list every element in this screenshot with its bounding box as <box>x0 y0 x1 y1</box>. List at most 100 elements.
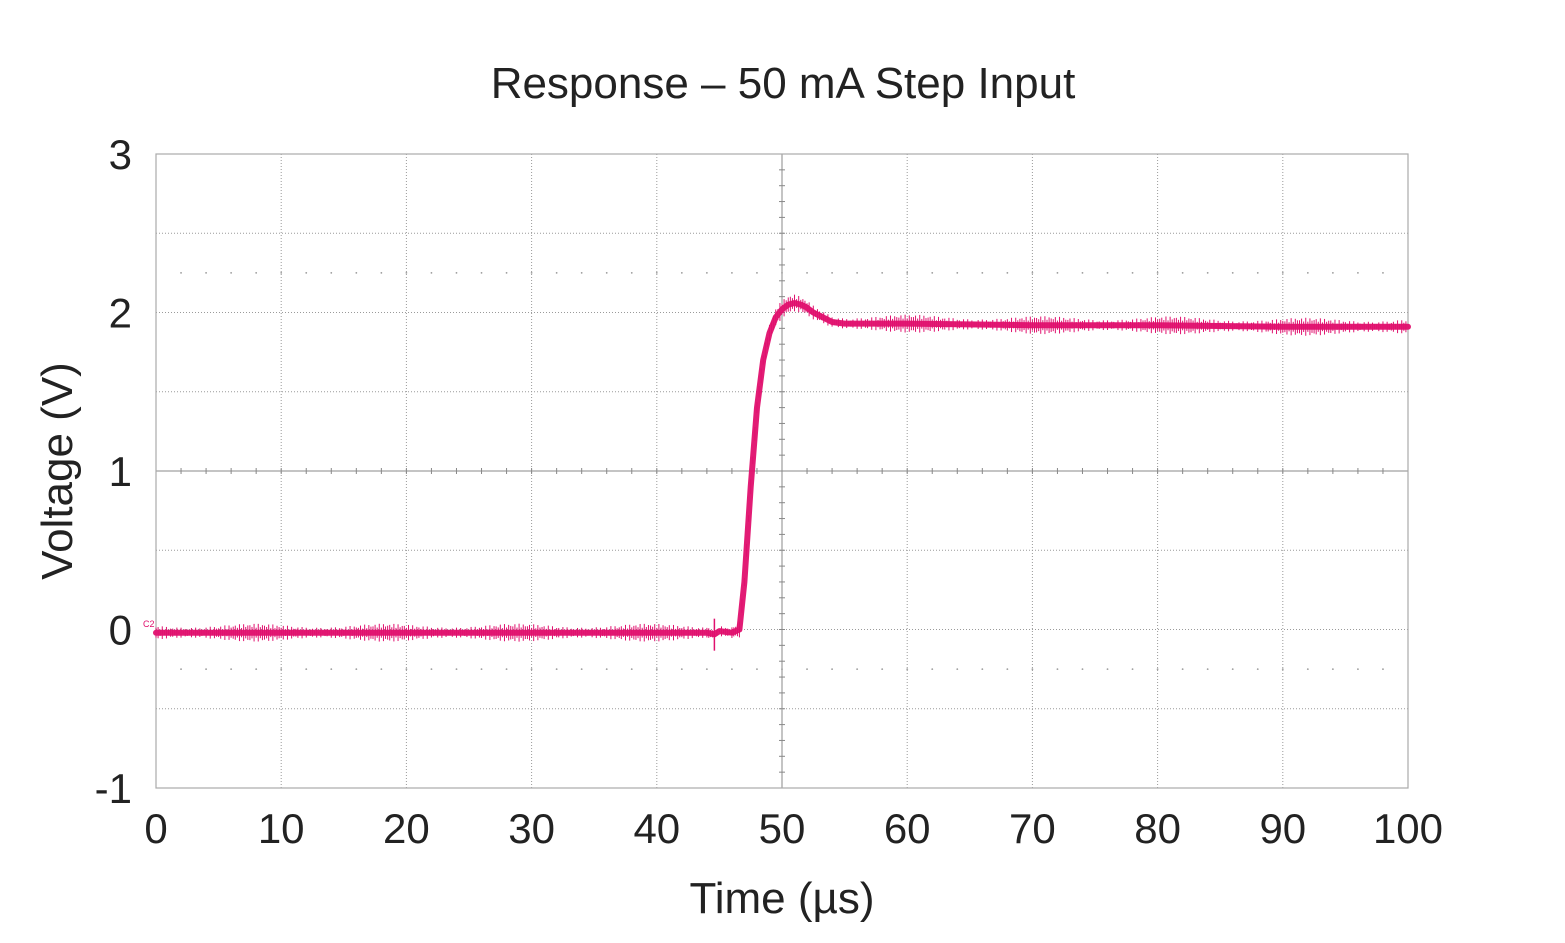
x-tick-label: 80 <box>1134 805 1181 852</box>
grid-dot <box>1156 271 1159 274</box>
grid-dot <box>455 271 458 274</box>
grid-dot <box>505 271 508 274</box>
grid-dot <box>1256 668 1259 671</box>
grid-dot <box>380 668 383 671</box>
x-tick-label: 60 <box>884 805 931 852</box>
x-tick-label: 100 <box>1373 805 1443 852</box>
grid-dot <box>180 271 182 274</box>
grid-dot <box>455 668 458 671</box>
grid-dot <box>881 668 884 671</box>
x-tick-label: 30 <box>508 805 555 852</box>
grid-dot <box>731 271 733 274</box>
x-tick-label: 0 <box>144 805 167 852</box>
grid-dot <box>580 271 583 274</box>
grid-dot <box>430 668 433 671</box>
grid-dot <box>330 271 333 274</box>
grid-dot <box>1206 668 1209 671</box>
grid-dot <box>806 668 808 671</box>
grid <box>156 154 1408 788</box>
y-tick-label: 3 <box>109 131 132 178</box>
grid-dot <box>555 668 558 671</box>
grid-dot <box>1081 668 1084 671</box>
grid-dot <box>906 271 909 274</box>
minor-ticks <box>155 153 1409 789</box>
chart-title: Response – 50 mA Step Input <box>491 59 1076 108</box>
grid-dot <box>355 668 358 671</box>
grid-dot <box>756 271 758 274</box>
grid-dot <box>1331 668 1334 671</box>
grid-dot <box>831 668 833 671</box>
grid-dot <box>1357 271 1359 274</box>
grid-dot <box>1131 668 1134 671</box>
plot-frame <box>155 153 1409 789</box>
x-tick-label: 70 <box>1009 805 1056 852</box>
grid-dot <box>230 271 233 274</box>
grid-dot <box>255 668 258 671</box>
grid-dot <box>1031 668 1034 671</box>
x-tick-label: 50 <box>759 805 806 852</box>
grid-dot <box>705 271 708 274</box>
grid-dot <box>305 668 308 671</box>
trace-layer <box>153 294 1411 651</box>
grid-dot <box>680 271 683 274</box>
grid-dot <box>280 668 283 671</box>
grid-dot <box>630 271 633 274</box>
x-tick-label: 10 <box>258 805 305 852</box>
grid-dot <box>1106 271 1109 274</box>
x-tick-label: 20 <box>383 805 430 852</box>
grid-dot <box>305 271 308 274</box>
grid-dot <box>530 271 533 274</box>
grid-dot <box>1306 668 1309 671</box>
grid-dot <box>781 668 783 671</box>
grid-dot <box>605 271 608 274</box>
grid-dot <box>205 668 207 671</box>
grid-dot <box>1231 271 1234 274</box>
x-tick-label: 40 <box>633 805 680 852</box>
grid-dot <box>480 271 483 274</box>
grid-dot <box>731 668 733 671</box>
grid-dot <box>705 668 708 671</box>
x-tick-labels: 0 10 20 30 40 50 60 70 80 90 100 <box>144 805 1443 852</box>
grid-dot <box>1281 271 1284 274</box>
grid-dot <box>1006 271 1009 274</box>
grid-dot <box>906 668 909 671</box>
grid-dot <box>856 271 859 274</box>
x-axis-label: Time (µs) <box>689 874 874 923</box>
grid-dot <box>655 271 658 274</box>
grid-dot <box>255 271 258 274</box>
grid-dot <box>981 271 984 274</box>
grid-dot <box>1156 668 1159 671</box>
grid-dot <box>756 668 758 671</box>
grid-dot <box>831 271 833 274</box>
grid-dot <box>330 668 333 671</box>
y-tick-label: 1 <box>109 448 132 495</box>
grid-dot <box>405 668 408 671</box>
grid-dot <box>1231 668 1234 671</box>
grid-dot <box>931 271 934 274</box>
channel-marker: C2 <box>143 619 155 629</box>
grid-dot <box>180 668 182 671</box>
grid-dot <box>605 668 608 671</box>
grid-dot <box>1382 271 1384 274</box>
grid-dot <box>1181 668 1184 671</box>
grid-dot <box>806 271 808 274</box>
grid-dot <box>580 668 583 671</box>
x-tick-label: 90 <box>1259 805 1306 852</box>
y-tick-label: 0 <box>109 607 132 654</box>
grid-dot <box>881 271 884 274</box>
grid-dot <box>355 271 358 274</box>
grid-dot <box>1331 271 1334 274</box>
grid-dot <box>680 668 683 671</box>
grid-dot <box>655 668 658 671</box>
grid-dot <box>1031 271 1034 274</box>
y-tick-label: 2 <box>109 290 132 337</box>
y-tick-labels: 3 2 1 0 -1 <box>95 131 132 812</box>
grid-dot <box>1081 271 1084 274</box>
grid-dot <box>931 668 934 671</box>
grid-dot <box>630 668 633 671</box>
grid-dot <box>1382 668 1384 671</box>
grid-dot <box>505 668 508 671</box>
grid-dot <box>781 271 783 274</box>
